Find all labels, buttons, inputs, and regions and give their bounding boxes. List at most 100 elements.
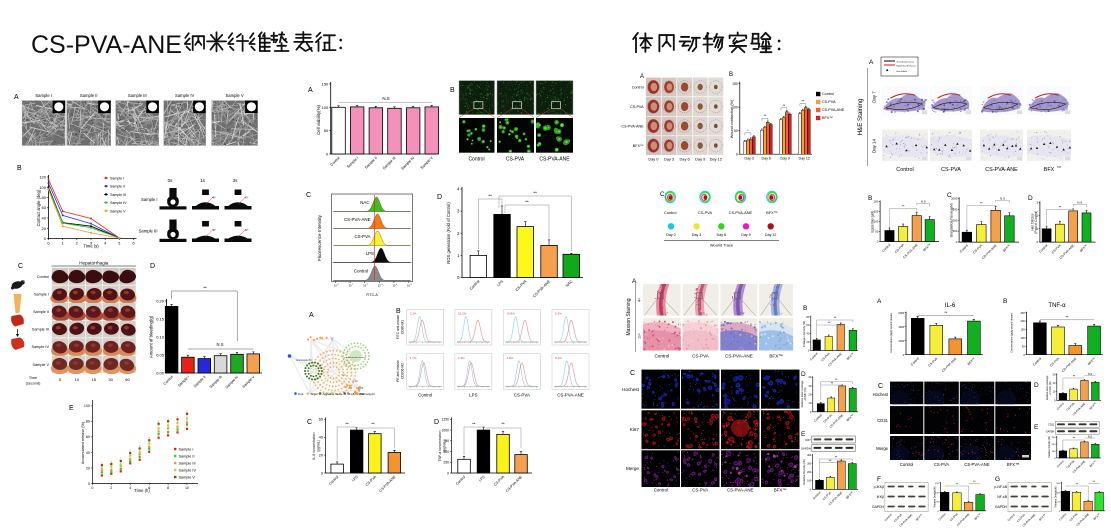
svg-text:0: 0 [1037,240,1039,244]
svg-text:Relative Density (%): Relative Density (%) [802,459,806,484]
svg-text:50: 50 [324,128,329,133]
svg-text:4: 4 [396,284,397,286]
svg-text:1500: 1500 [951,207,958,211]
svg-text:Control: Control [328,475,339,486]
svg-text:(Fold of Control): (Fold of Control) [1034,211,1038,234]
svg-text:Control: Control [37,275,49,279]
svg-text:D: D [1034,382,1039,389]
svg-text:BFX™: BFX™ [967,357,976,366]
svg-text:**: ** [831,381,834,385]
svg-text:20: 20 [86,466,90,470]
svg-text:0: 0 [338,284,339,286]
svg-text:10: 10 [378,284,381,288]
svg-text:1000: 1000 [951,218,958,222]
svg-text:(pg/mL): (pg/mL) [317,440,321,452]
svg-text:Sample III: Sample III [209,375,223,389]
svg-text:Control: Control [1006,513,1015,522]
svg-text:**: ** [1073,436,1076,440]
svg-text:Control: Control [1058,512,1067,521]
svg-text:100: 100 [1020,336,1025,340]
svg-text:10: 10 [407,284,410,288]
svg-text:CS-PVA: CS-PVA [820,352,831,363]
svg-text:CS-PVA: CS-PVA [365,474,378,487]
svg-text:5: 5 [59,377,62,382]
svg-text:500: 500 [953,229,958,233]
svg-text:Sample II: Sample II [364,156,378,170]
svg-text:Masson Staining: Masson Staining [626,298,632,335]
svg-text:B: B [17,165,22,172]
svg-text:2000: 2000 [898,339,904,343]
svg-text:300: 300 [1052,437,1056,439]
svg-text:D: D [150,263,155,270]
svg-text:Concentration (pg/g wound tiss: Concentration (pg/g wound tissue) [889,313,893,353]
svg-text:Ki67: Ki67 [630,427,640,432]
svg-text:**: ** [835,455,838,459]
svg-text:E: E [69,405,74,412]
svg-text:**: ** [501,422,505,427]
svg-text:inflammation factors: inflammation factors [346,356,366,359]
svg-text:Accumulated release (%): Accumulated release (%) [81,421,85,464]
svg-text:Sample I: Sample I [141,197,158,202]
svg-text:E: E [1034,424,1039,431]
svg-text:**: ** [525,200,529,205]
svg-text:FITC-A: FITC-A [366,293,378,297]
svg-text:4000: 4000 [898,325,904,329]
svg-text:CS-PVA: CS-PVA [692,354,710,359]
svg-text:Time: Time [29,376,37,380]
svg-text:BFX™: BFX™ [1087,357,1096,366]
svg-text:CD31: CD31 [877,418,888,423]
svg-text:Hochest: Hochest [873,392,889,397]
svg-text:**: ** [782,104,785,108]
svg-text:NF-κB: NF-κB [997,495,1007,499]
svg-text:FITC anti-mouse: FITC anti-mouse [396,315,400,340]
svg-text:100: 100 [935,492,939,494]
svg-text:20: 20 [319,453,323,457]
svg-text:CD206-M2: CD206-M2 [401,363,405,379]
svg-text:BFX: BFX [1044,167,1055,173]
svg-text:CS-PVA-ANE: CS-PVA-ANE [985,167,1018,173]
svg-text:Sample I: Sample I [177,375,190,388]
svg-text:LPS: LPS [351,474,359,482]
svg-text:Relative Density(%): Relative Density(%) [1055,486,1058,507]
svg-text:0.20: 0.20 [156,299,165,304]
svg-text:50: 50 [734,129,738,133]
svg-text:Sample I: Sample I [179,447,194,451]
svg-text:CS-PVA: CS-PVA [972,243,984,255]
svg-text:Time (h): Time (h) [134,488,150,493]
svg-text:Control: Control [664,210,677,215]
svg-text:40: 40 [806,332,809,336]
svg-text:G: G [995,476,1000,483]
svg-text:CS-PVA-ANE: CS-PVA-ANE [31,31,182,59]
svg-text:of CD31 (%): of CD31 (%) [1049,381,1052,394]
svg-text:Control: Control [910,356,920,366]
svg-text:**: ** [902,205,905,209]
svg-text:Control: Control [813,413,823,423]
svg-text:CD31: CD31 [1048,424,1055,427]
svg-text:Sample II: Sample II [80,93,98,98]
svg-text:TNF: TNF [341,374,346,377]
svg-text:0.05: 0.05 [156,353,165,358]
svg-text:**: ** [371,422,375,427]
svg-text:Y: Y [330,337,334,343]
svg-text:BFX™: BFX™ [1007,462,1019,467]
svg-text:IL-1b: IL-1b [352,379,358,383]
svg-text:CS-PVA-ANE: CS-PVA-ANE [539,157,570,163]
svg-text:CS-PVA: CS-PVA [941,167,961,173]
svg-text:N.S: N.S [1000,196,1005,200]
svg-text:C: C [630,370,635,377]
svg-text:5: 5 [118,241,121,246]
svg-text:Merge: Merge [626,466,639,471]
svg-text:100: 100 [39,185,46,190]
svg-text:CS-PVA-ANE: CS-PVA-ANE [902,243,918,259]
svg-text:20: 20 [808,393,811,397]
svg-text:D: D [437,194,442,201]
svg-text:10×: 10× [638,333,642,339]
svg-text:Sample I: Sample I [34,292,49,296]
svg-text:Amount of bleeding(g): Amount of bleeding(g) [149,315,154,358]
svg-text:BFX™: BFX™ [1079,243,1088,252]
svg-text:**: ** [1092,480,1095,484]
svg-text:Control: Control [418,393,432,398]
svg-text:1250: 1250 [441,418,449,422]
svg-text:LPS: LPS [366,251,374,256]
svg-text:IL-6 concentration: IL-6 concentration [312,432,316,459]
